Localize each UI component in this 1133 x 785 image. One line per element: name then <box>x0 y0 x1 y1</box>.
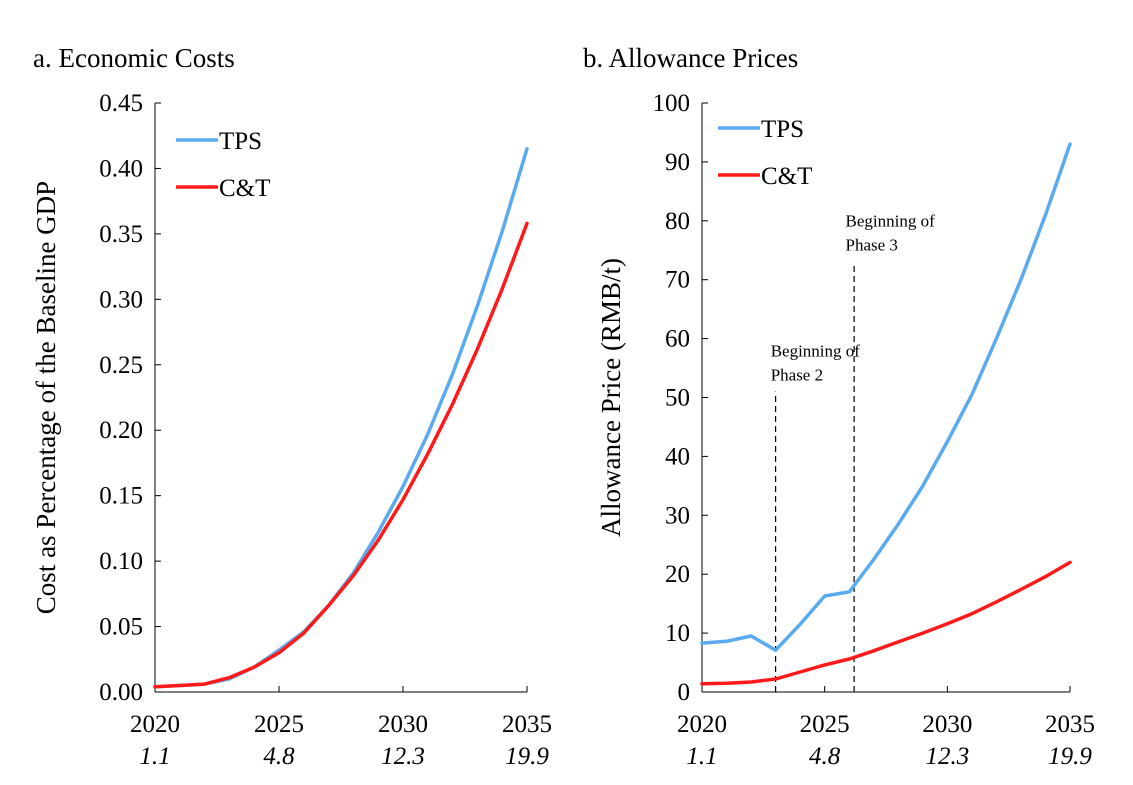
chart-title-a: a. Economic Costs <box>33 43 235 73</box>
panel-b: b. Allowance Prices010203040506070809010… <box>583 43 1095 770</box>
legend-label: C&T <box>761 163 812 190</box>
y-axis-label-b: Allowance Price (RMB/t) <box>596 258 626 537</box>
y-tick-label: 70 <box>665 267 690 294</box>
y-tick-label: 30 <box>665 502 690 529</box>
phase-annotation-label: Beginning of <box>846 212 936 231</box>
y-tick-label: 0.05 <box>99 614 143 641</box>
x-tick-sublabel: 1.1 <box>686 743 717 770</box>
legend-label: TPS <box>219 128 262 155</box>
y-tick-label: 20 <box>665 561 690 588</box>
y-tick-label: 0.25 <box>99 352 143 379</box>
y-tick-label: 0.10 <box>99 548 143 575</box>
x-tick-sublabel: 1.1 <box>139 743 170 770</box>
y-tick-label: 90 <box>665 149 690 176</box>
x-tick-label: 2020 <box>130 711 180 738</box>
y-tick-label: 0.00 <box>99 679 143 706</box>
y-tick-label: 0.30 <box>99 286 143 313</box>
x-tick-sublabel: 12.3 <box>925 743 969 770</box>
y-tick-label: 0.20 <box>99 417 143 444</box>
panel-a: a. Economic Costs 0.00 0.05 0.10 0.15 0.20 0.2… <box>31 43 552 770</box>
y-tick-label: 0.15 <box>99 483 143 510</box>
x-tick-sublabel: 12.3 <box>381 743 425 770</box>
x-tick-label: 2020 <box>677 711 727 738</box>
legend-label: C&T <box>219 175 270 202</box>
phase-annotation-label: Phase 3 <box>846 236 898 255</box>
y-tick-label: 100 <box>653 90 691 117</box>
phase-annotation-label: Phase 2 <box>771 365 823 384</box>
y-axis-label-a: Cost as Percentage of the Baseline GDP <box>31 181 61 614</box>
x-tick-sublabel: 4.8 <box>809 743 841 770</box>
y-tick-label: 0 <box>678 679 691 706</box>
x-tick-label: 2025 <box>254 711 304 738</box>
y-tick-label: 0.35 <box>99 221 143 248</box>
y-tick-label: 60 <box>665 326 690 353</box>
series-line-tps <box>700 142 1072 652</box>
series-line-ct <box>700 560 1072 686</box>
x-tick-label: 2035 <box>1045 711 1095 738</box>
legend-label: TPS <box>761 116 804 143</box>
y-tick-label: 0.45 <box>99 90 143 117</box>
y-tick-label: 80 <box>665 208 690 235</box>
series-line-ct <box>153 221 529 689</box>
y-tick-label: 40 <box>665 443 690 470</box>
x-tick-label: 2025 <box>800 711 850 738</box>
x-tick-sublabel: 19.9 <box>505 743 549 770</box>
y-tick-label: 10 <box>665 620 690 647</box>
x-tick-label: 2035 <box>502 711 552 738</box>
y-tick-label: 0.40 <box>99 155 143 182</box>
series-line-tps <box>153 147 529 689</box>
x-tick-sublabel: 19.9 <box>1048 743 1092 770</box>
y-tick-label: 50 <box>665 385 690 412</box>
x-tick-sublabel: 4.8 <box>263 743 295 770</box>
phase-annotation-label: Beginning of <box>771 341 861 360</box>
chart-title-b: b. Allowance Prices <box>583 43 798 73</box>
x-tick-label: 2030 <box>922 711 972 738</box>
x-tick-label: 2030 <box>378 711 428 738</box>
